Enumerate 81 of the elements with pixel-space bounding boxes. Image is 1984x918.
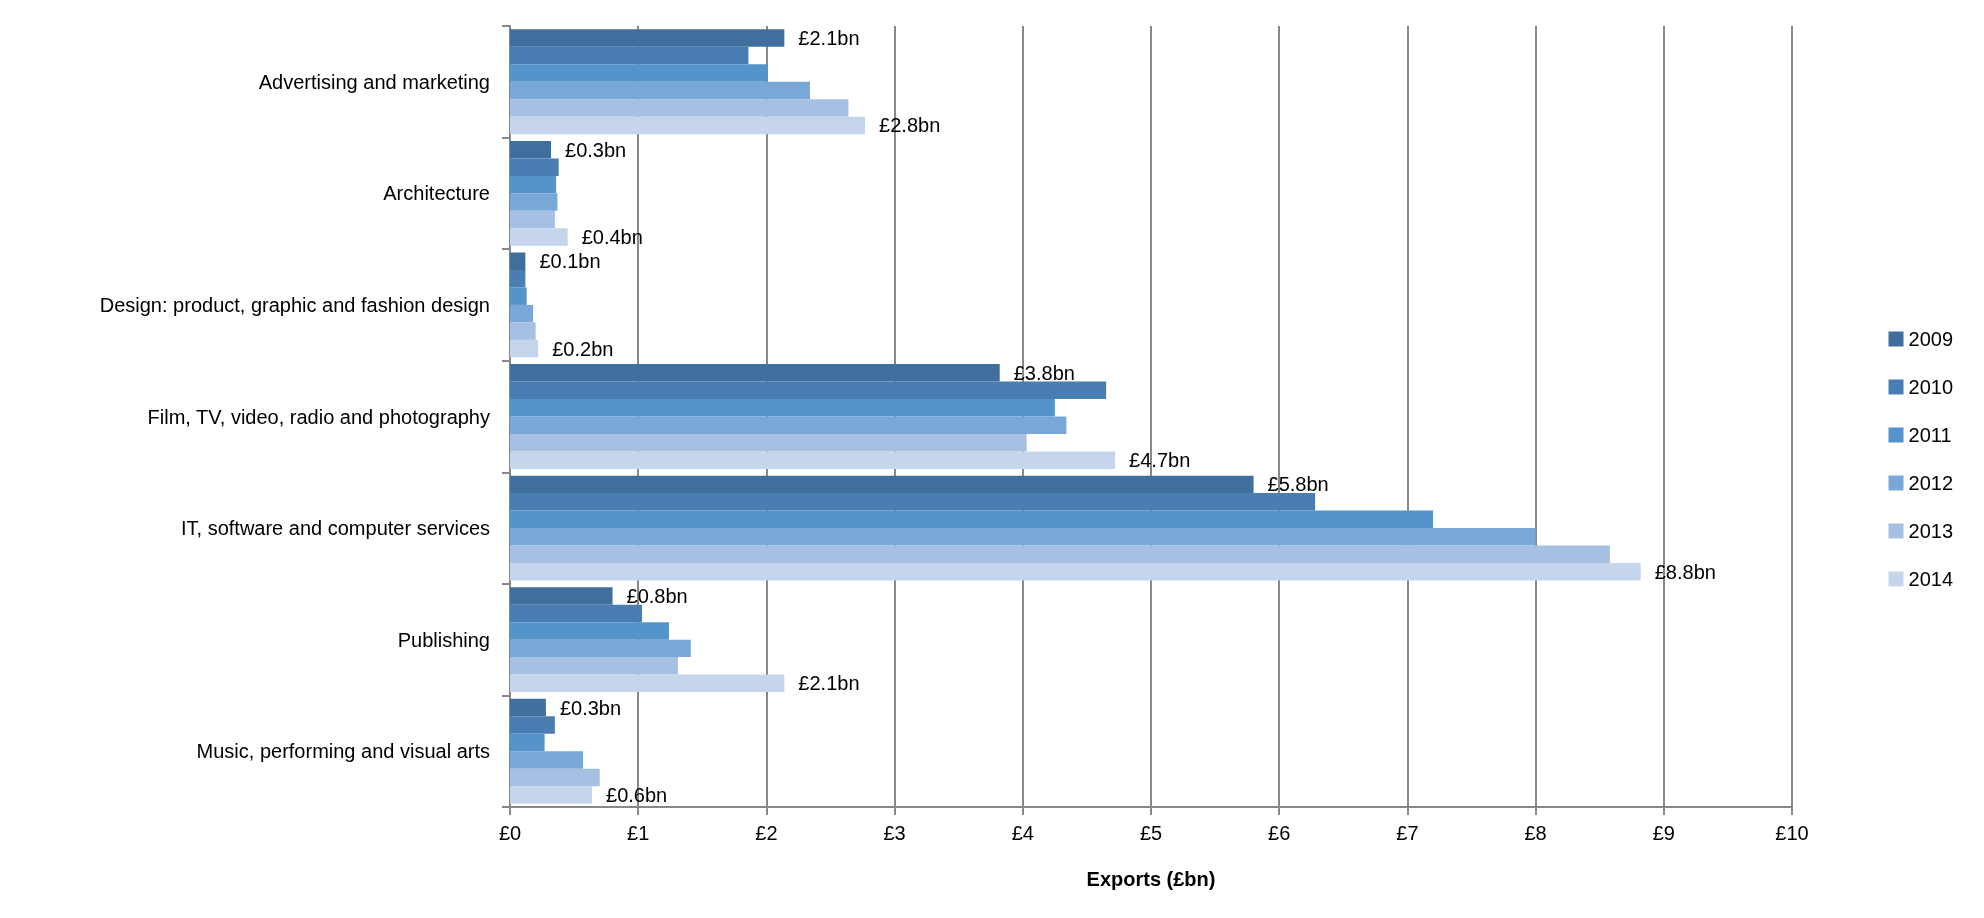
x-tick-label: £3	[883, 822, 906, 844]
bar	[510, 545, 1610, 564]
legend-label: 2010	[1908, 376, 1954, 398]
data-label: £0.2bn	[552, 337, 614, 360]
bar	[510, 193, 558, 211]
x-tick-label: £2	[755, 822, 778, 844]
data-label: £2.1bn	[798, 27, 860, 50]
bar	[510, 269, 526, 288]
x-tick-label: £9	[1652, 822, 1675, 844]
bar	[510, 210, 555, 229]
bar	[510, 140, 552, 159]
x-tick-label: £0	[498, 822, 522, 844]
bar	[510, 381, 1107, 400]
bar	[510, 510, 1434, 529]
legend-label: 2014	[1908, 568, 1954, 590]
x-tick-label: £8	[1524, 822, 1547, 844]
y-tick-label: Advertising and marketing	[258, 70, 490, 93]
x-tick-label: £4	[1011, 822, 1034, 844]
x-tick-label: £5	[1139, 822, 1163, 844]
bar	[510, 252, 526, 270]
bar	[510, 46, 749, 65]
legend-label: 2011	[1908, 424, 1952, 446]
data-label: £0.4bn	[581, 226, 643, 249]
bar	[510, 768, 600, 787]
x-tick-label: £1	[627, 822, 650, 844]
bar	[510, 674, 785, 693]
data-label: £0.3bn	[559, 696, 622, 719]
bar	[510, 228, 568, 246]
bar	[510, 304, 534, 323]
bar	[510, 563, 1641, 581]
bar	[510, 528, 1536, 546]
bar	[510, 99, 849, 117]
data-label: £2.1bn	[798, 672, 860, 695]
x-axis-title: Exports (£bn)	[1086, 868, 1216, 890]
bar	[510, 698, 546, 717]
bar	[510, 733, 545, 752]
y-tick-label: Architecture	[383, 182, 490, 205]
bar	[510, 716, 555, 734]
bar	[510, 475, 1254, 494]
bar	[510, 175, 557, 194]
bar	[510, 64, 768, 82]
data-label: £0.6bn	[606, 783, 668, 806]
bar	[510, 322, 536, 340]
y-tick-label: IT, software and computer services	[180, 517, 490, 540]
x-tick-label: £7	[1396, 822, 1419, 844]
data-label: £5.8bn	[1267, 473, 1329, 496]
bar	[510, 116, 866, 135]
y-tick-label: Design: product, graphic and fashion design	[99, 293, 490, 316]
data-label: £2.8bn	[879, 114, 941, 137]
bar	[510, 493, 1316, 511]
bar	[510, 604, 643, 623]
bar	[510, 364, 1000, 382]
x-tick-label: £10	[1775, 822, 1809, 844]
bar	[510, 399, 1055, 417]
bar	[510, 416, 1067, 434]
legend-label: 2009	[1908, 328, 1954, 350]
bar	[510, 622, 669, 640]
legend-label: 2013	[1908, 520, 1954, 542]
bar	[510, 451, 1116, 469]
bar	[510, 786, 593, 804]
data-label: £3.8bn	[1013, 361, 1075, 384]
y-tick-label: Film, TV, video, radio and photography	[147, 405, 490, 428]
bar	[510, 587, 613, 605]
y-tick-label: Music, performing and visual arts	[196, 740, 490, 763]
legend-label: 2012	[1908, 472, 1954, 494]
bar	[510, 433, 1027, 452]
bar	[510, 158, 559, 176]
data-label: £0.8bn	[626, 584, 688, 607]
bar	[510, 639, 691, 658]
bar	[510, 81, 810, 100]
bar	[510, 29, 785, 47]
bar	[510, 751, 584, 769]
bar	[510, 339, 539, 358]
x-tick-label: £6	[1268, 822, 1291, 844]
data-label: £8.8bn	[1654, 560, 1716, 583]
data-label: £0.1bn	[539, 250, 601, 273]
bar	[510, 287, 527, 305]
bar	[510, 657, 678, 675]
data-label: £0.3bn	[565, 138, 627, 161]
data-label: £4.7bn	[1129, 449, 1191, 472]
y-tick-label: Publishing	[397, 628, 490, 651]
